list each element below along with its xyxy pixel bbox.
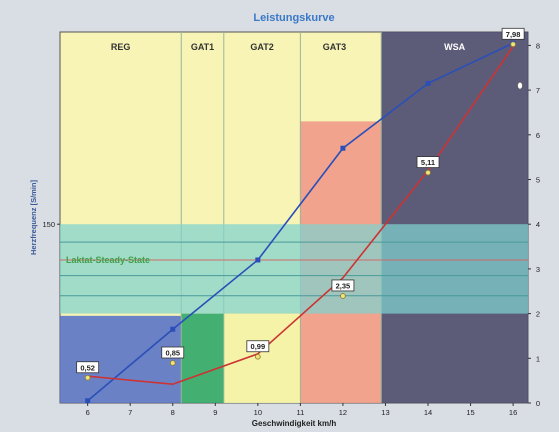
x-tick-label: 14 — [424, 408, 432, 417]
data-label: 0,99 — [251, 342, 266, 351]
zone-block-reg — [60, 315, 182, 403]
steady-state-band — [60, 224, 528, 314]
data-label-box — [331, 279, 355, 292]
zone-label-wsa: WSA — [444, 42, 465, 52]
zone-label-gat3: GAT3 — [323, 42, 346, 52]
left-tick-label: 150 — [42, 220, 55, 229]
data-label-box — [416, 156, 440, 168]
data-label: 2,35 — [336, 281, 351, 290]
right-tick-label: 3 — [536, 265, 540, 274]
x-tick-label: 13 — [381, 408, 389, 417]
x-tick-label: 9 — [213, 408, 217, 417]
data-label-marker — [510, 41, 516, 48]
series-line-1 — [87, 45, 514, 386]
right-tick-label: 7 — [536, 86, 540, 95]
x-tick-label: 10 — [254, 408, 262, 417]
data-label-box — [246, 340, 270, 353]
series-point — [340, 145, 346, 151]
data-label-marker — [84, 374, 91, 381]
outlier-marker — [517, 81, 523, 90]
x-tick-label: 15 — [466, 408, 474, 417]
data-label: 7,98 — [506, 30, 521, 39]
data-label: 0,52 — [80, 363, 95, 372]
data-label-marker — [340, 293, 346, 299]
x-tick-label: 7 — [128, 408, 132, 417]
chart-title: Leistungskurve — [253, 12, 334, 24]
data-label-marker — [255, 353, 261, 360]
right-tick-label: 0 — [536, 399, 540, 408]
right-tick-label: 4 — [536, 220, 540, 229]
data-label-marker — [169, 360, 176, 366]
zone-block-gat1 — [181, 313, 224, 403]
x-tick-label: 11 — [296, 408, 304, 417]
x-tick-label: 12 — [339, 408, 347, 417]
zone-label-reg: REG — [111, 42, 131, 52]
data-label-marker — [425, 169, 431, 176]
right-tick-label: 6 — [536, 131, 540, 140]
zone-block-wsa — [381, 32, 528, 403]
data-label: 5,11 — [421, 158, 435, 167]
zone-label-gat1: GAT1 — [191, 42, 214, 52]
series-point — [170, 326, 176, 332]
data-label-box — [76, 361, 100, 374]
right-tick-label: 8 — [536, 41, 540, 50]
x-tick-label: 8 — [171, 408, 175, 417]
zone-label-gat2: GAT2 — [250, 42, 273, 52]
steady-state-label: Laktat-Steady-State — [66, 255, 150, 265]
data-label: 0,85 — [165, 349, 180, 358]
x-tick-label: 6 — [86, 408, 90, 417]
x-axis-title: Geschwindigkeit km/h — [252, 419, 337, 428]
right-tick-label: 5 — [536, 176, 540, 185]
series-point — [425, 80, 431, 86]
series-point — [255, 257, 261, 263]
data-label-box — [501, 27, 525, 40]
x-tick-label: 16 — [509, 408, 517, 417]
left-axis-title: Herzfrequenz [S/min] — [29, 179, 38, 255]
series-point — [85, 398, 91, 404]
right-tick-label: 2 — [536, 310, 540, 319]
data-label-box — [161, 346, 185, 359]
series-line-0 — [87, 42, 514, 402]
right-tick-label: 1 — [536, 354, 540, 363]
